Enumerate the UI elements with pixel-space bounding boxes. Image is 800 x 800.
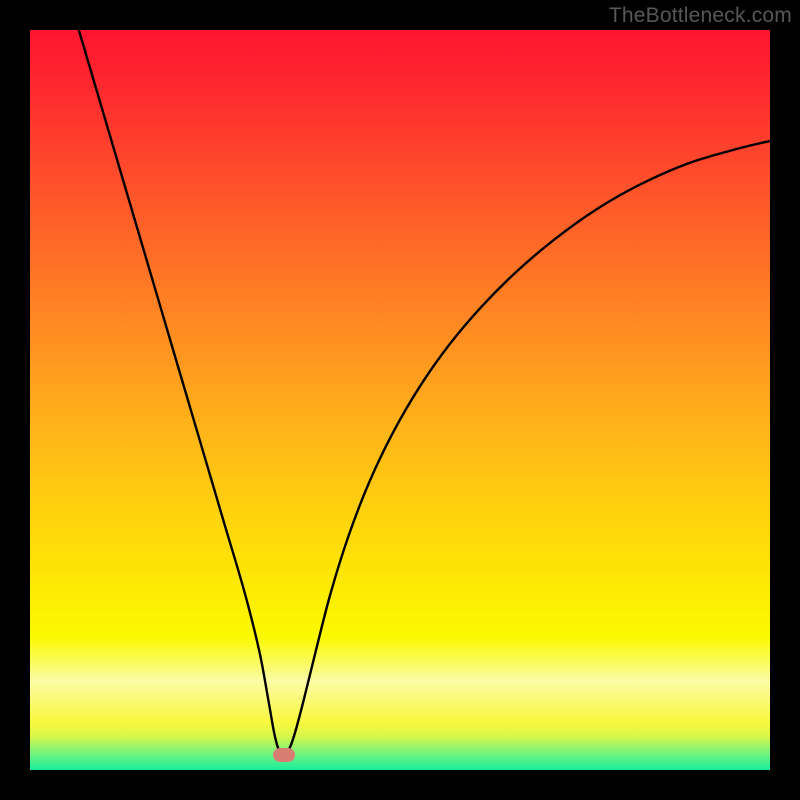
minimum-marker: [273, 748, 295, 762]
plot-area: [30, 30, 770, 770]
chart-frame: TheBottleneck.com: [0, 0, 800, 800]
bottleneck-curve: [30, 30, 770, 770]
watermark-text: TheBottleneck.com: [609, 4, 792, 28]
